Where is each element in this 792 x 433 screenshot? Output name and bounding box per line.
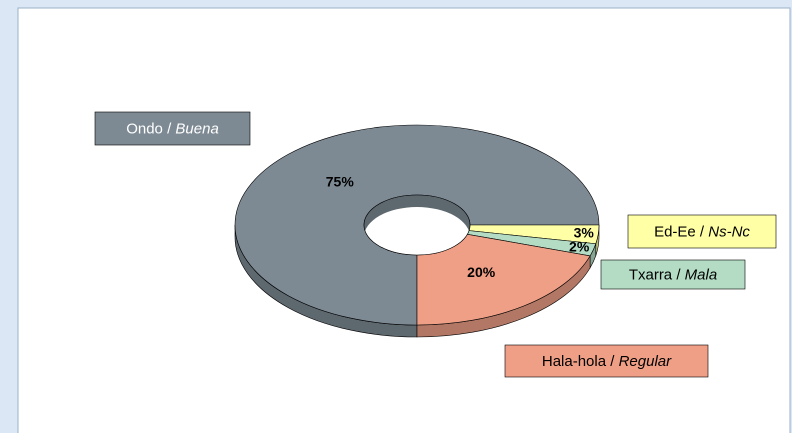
- donut: [234, 124, 600, 338]
- category-label: Ondo / Buena: [126, 120, 219, 137]
- category-box: [627, 214, 777, 249]
- data-label: 20%: [467, 264, 496, 280]
- data-label: 2%: [569, 239, 590, 255]
- category-box: [600, 259, 746, 290]
- data-label: 75%: [326, 173, 355, 189]
- data-label: 3%: [574, 224, 595, 240]
- labels: 75% 3%2% 20% Ondo / Buena Ed-Ee / Ns-Nc Txarr…: [94, 111, 777, 378]
- category-label: Hala-hola / Regular: [542, 353, 672, 370]
- category-label: Txarra / Mala: [629, 266, 717, 283]
- category-box: [94, 111, 251, 146]
- hole-edge: [363, 194, 471, 256]
- category-label: Ed-Ee / Ns-Nc: [654, 223, 750, 240]
- category-box: [504, 344, 709, 378]
